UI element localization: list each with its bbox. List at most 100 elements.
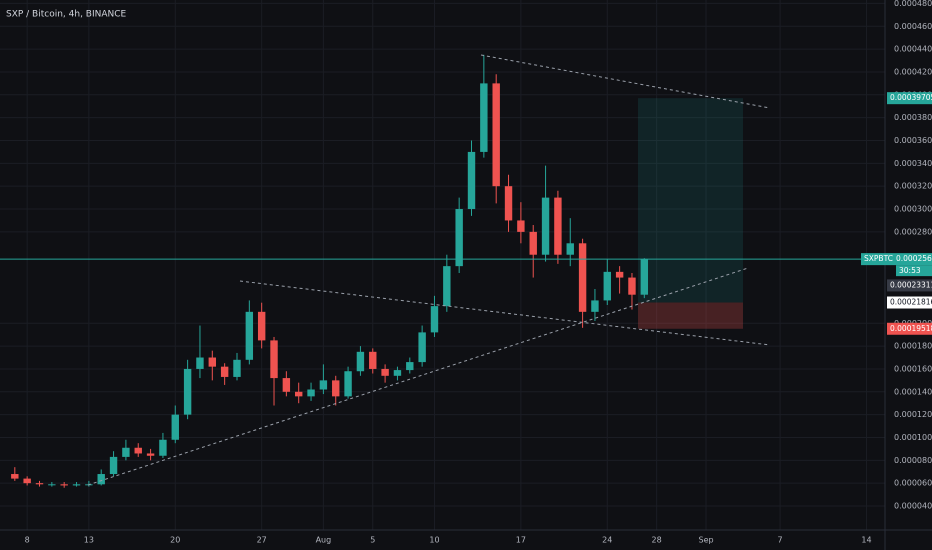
candle-body xyxy=(381,368,389,376)
last-price-tag xyxy=(861,253,932,266)
candle-body xyxy=(640,259,649,295)
candle-body xyxy=(615,271,624,278)
price-tag-label: 0.00019518 xyxy=(890,324,932,333)
y-tick-label: 0.00038000 xyxy=(894,113,932,122)
chart-title: SXP / Bitcoin, 4h, BINANCE xyxy=(6,10,127,20)
last-price-label: 0.00025614 xyxy=(896,254,932,263)
y-tick-label: 0.00014000 xyxy=(894,387,932,396)
x-tick-label: 27 xyxy=(257,536,267,545)
candle-body xyxy=(35,483,44,485)
candle-body xyxy=(332,380,340,397)
price-tag-label: 0.00023311 xyxy=(890,280,932,289)
candle-body xyxy=(319,380,328,390)
x-tick-label: Sep xyxy=(698,536,713,545)
candle-body xyxy=(257,311,266,341)
y-tick-label: 0.00016000 xyxy=(894,364,932,373)
candle-body xyxy=(122,447,130,457)
y-tick-label: 0.00046000 xyxy=(894,22,932,31)
symbol-label: SXPBTC xyxy=(864,254,893,263)
y-tick-label: 0.00034000 xyxy=(894,159,932,168)
candle-body xyxy=(11,474,19,479)
x-tick-label: 10 xyxy=(429,536,439,545)
y-tick-label: 0.00036000 xyxy=(894,136,932,145)
x-tick-label: 5 xyxy=(370,536,375,545)
candle-body xyxy=(541,197,550,255)
x-tick-label: 17 xyxy=(516,536,526,545)
candle-body xyxy=(270,340,278,379)
candle-body xyxy=(171,414,179,440)
candle-body xyxy=(48,484,56,486)
price-tag-label: 0.00039705 xyxy=(890,93,932,102)
candle-body xyxy=(146,453,155,456)
candle-body xyxy=(406,362,414,371)
candle-body xyxy=(356,351,365,372)
y-tick-label: 0.00048000 xyxy=(894,0,932,8)
y-tick-label: 0.00032000 xyxy=(894,182,932,191)
candle-body xyxy=(628,277,636,295)
candle-body xyxy=(233,359,241,377)
candle-body xyxy=(393,370,402,376)
x-tick-label: 13 xyxy=(84,536,94,545)
candle-body xyxy=(418,332,426,363)
position-box xyxy=(638,98,743,329)
x-tick-label: 8 xyxy=(25,536,30,545)
trend-line xyxy=(239,280,771,346)
y-tick-label: 0.00004000 xyxy=(894,502,932,511)
price-tag xyxy=(887,279,932,292)
candle-body xyxy=(183,368,192,415)
candle-body xyxy=(72,484,81,486)
candle-body xyxy=(455,209,463,267)
y-tick-label: 0.00012000 xyxy=(894,410,932,419)
x-tick-label: 14 xyxy=(861,536,871,545)
trend-line xyxy=(87,267,749,486)
y-tick-label: 0.00008000 xyxy=(894,456,932,465)
candle-body xyxy=(97,474,105,485)
trend-lines xyxy=(87,54,771,486)
candle-body xyxy=(307,389,315,397)
candles xyxy=(11,54,649,488)
y-tick-label: 0.00044000 xyxy=(894,45,932,54)
countdown-tag xyxy=(896,265,932,277)
candle-body xyxy=(504,186,513,221)
candle-body xyxy=(60,484,68,486)
price-tag xyxy=(887,322,932,335)
candle-body xyxy=(603,271,611,301)
x-tick-label: 28 xyxy=(652,536,662,545)
candle-body xyxy=(492,83,500,187)
candle-body xyxy=(344,371,352,397)
candle-body xyxy=(220,366,229,377)
y-tick-label: 0.00042000 xyxy=(894,67,932,76)
candle-body xyxy=(134,447,142,454)
candle-body xyxy=(208,357,217,367)
candle-body xyxy=(159,439,167,456)
x-tick-label: 24 xyxy=(602,536,612,545)
candle-body xyxy=(295,391,303,397)
candle-body xyxy=(196,357,204,369)
countdown-label: 30:53 xyxy=(899,266,921,275)
candle-body xyxy=(443,266,451,307)
trend-line xyxy=(480,54,771,109)
candle-body xyxy=(517,220,525,232)
candle-body xyxy=(480,83,488,152)
candle-body xyxy=(566,243,574,255)
candle-body xyxy=(23,478,31,484)
candle-body xyxy=(282,378,291,392)
candle-body xyxy=(467,151,476,210)
candle-body xyxy=(578,243,587,312)
candle-body xyxy=(430,306,439,333)
y-tick-label: 0.00018000 xyxy=(894,342,932,351)
candle-body xyxy=(529,231,537,255)
y-tick-label: 0.00028000 xyxy=(894,227,932,236)
candle-body xyxy=(369,351,377,369)
profit-zone xyxy=(638,98,743,303)
x-tick-label: 20 xyxy=(170,536,180,545)
loss-zone xyxy=(638,302,743,329)
grid xyxy=(0,0,885,530)
candle-body xyxy=(554,197,562,255)
candle-body xyxy=(245,311,254,360)
candle-body xyxy=(591,300,599,312)
y-tick-label: 0.00010000 xyxy=(894,433,932,442)
